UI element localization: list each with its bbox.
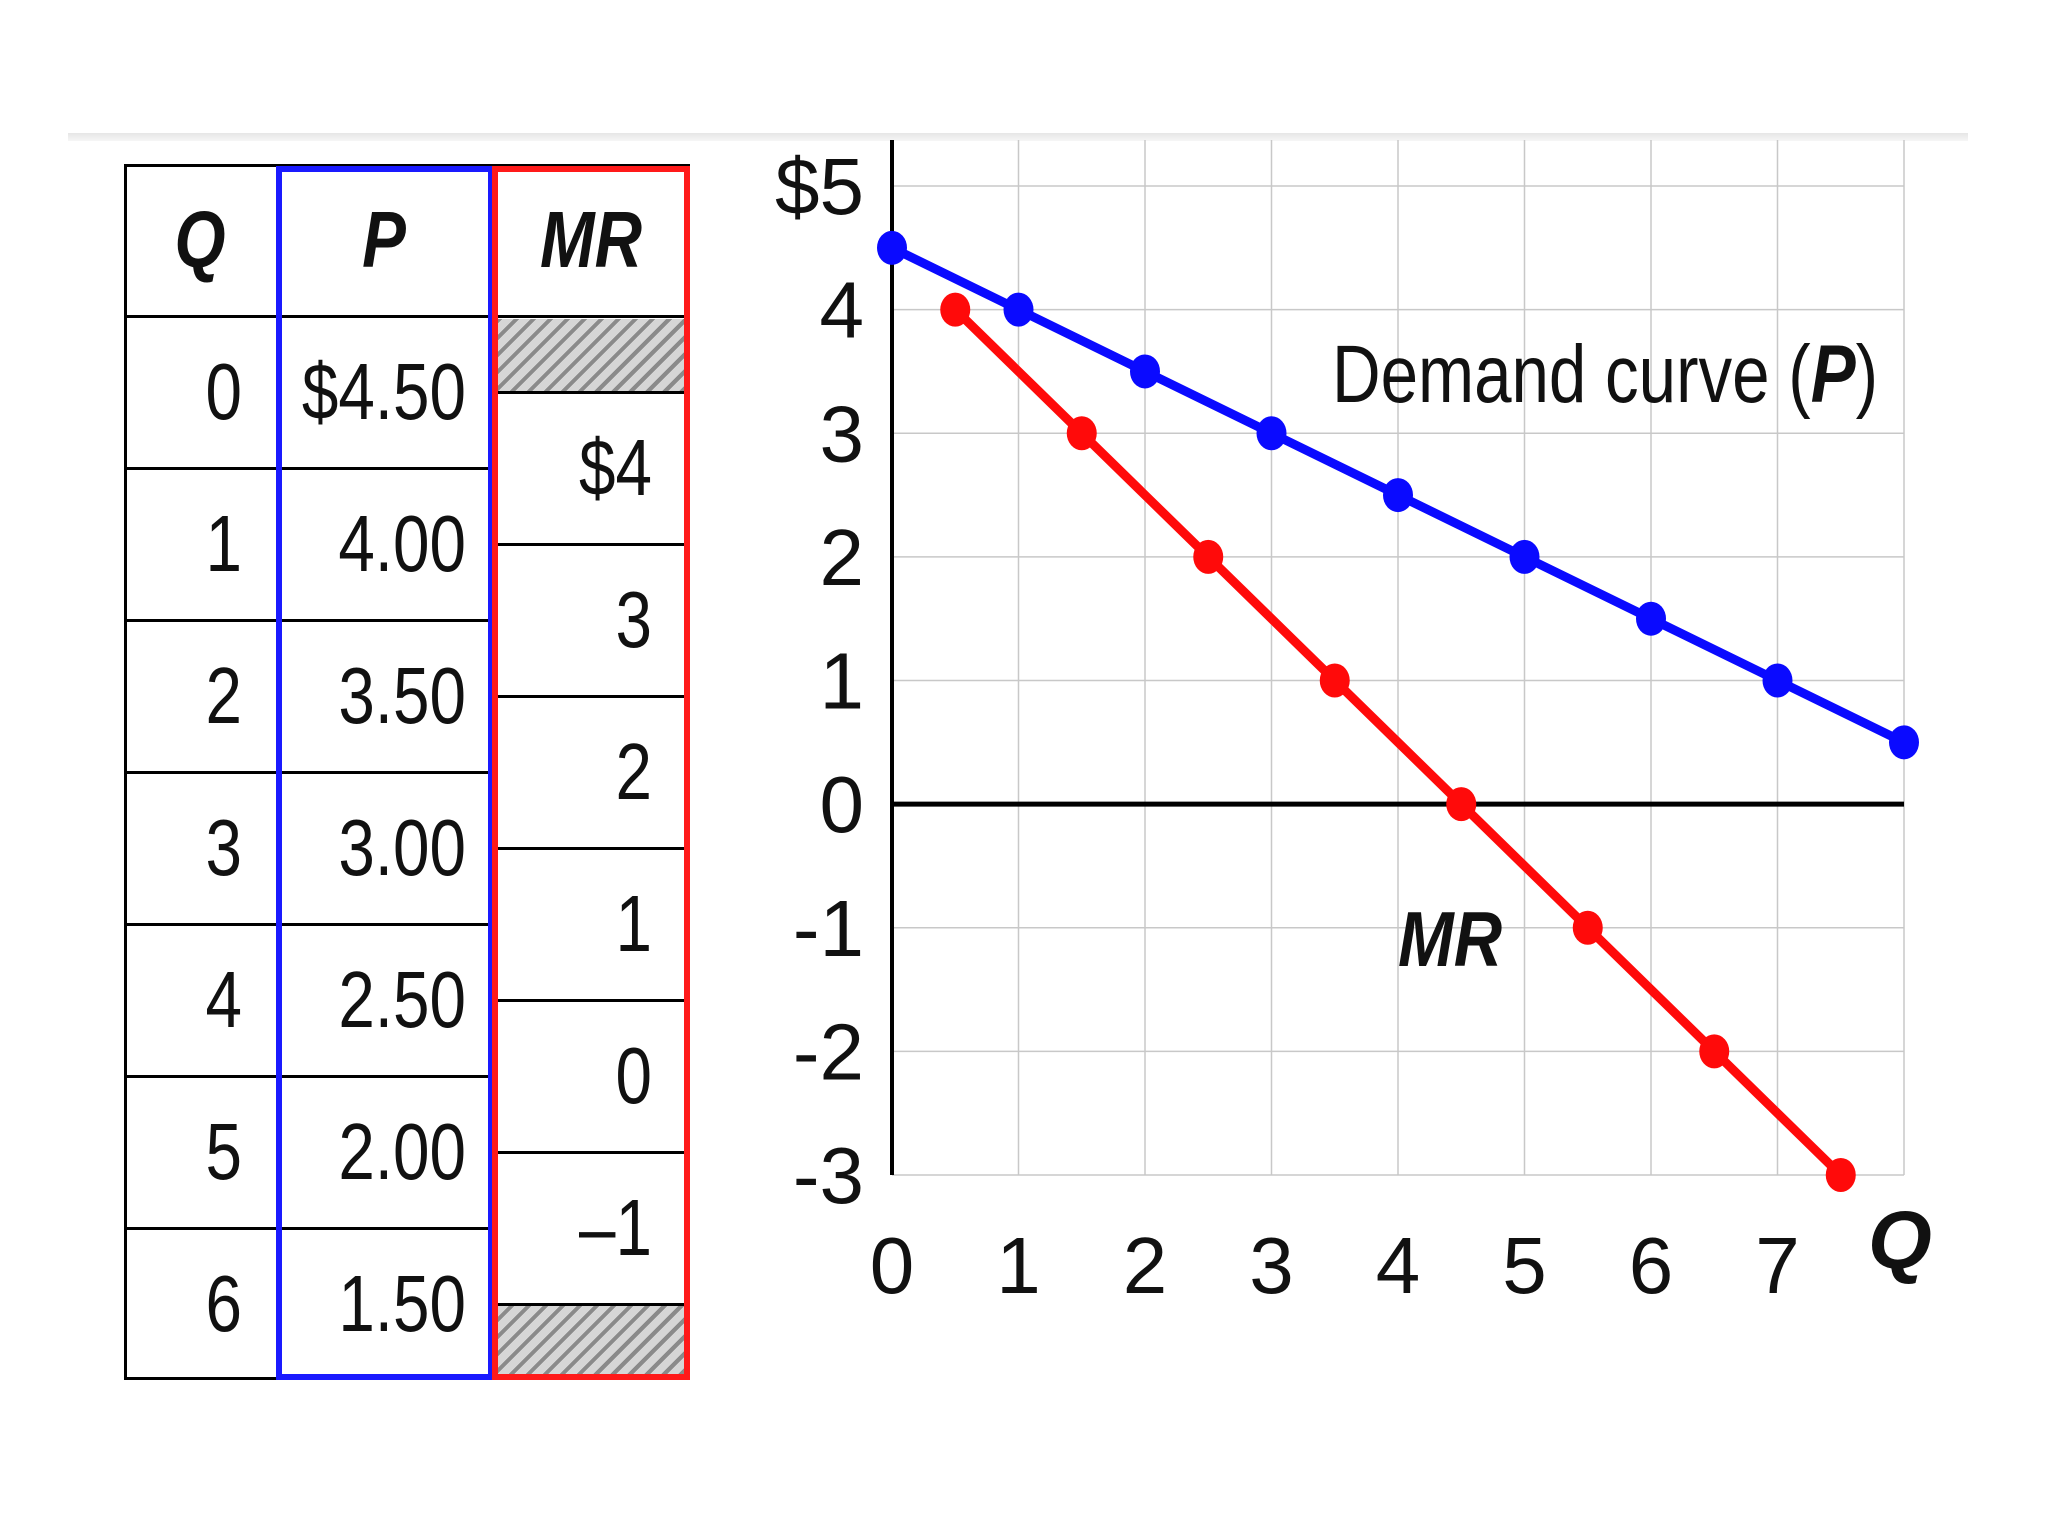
- demand-point: [1256, 416, 1287, 451]
- q-cell: 2: [205, 651, 242, 740]
- mr-cell: 3: [615, 575, 652, 664]
- header-q: Q: [174, 195, 226, 284]
- mr-point: [1193, 539, 1224, 574]
- mr-rule: [492, 695, 690, 698]
- demand-point: [1889, 725, 1919, 760]
- y-tick-label: 3: [820, 389, 865, 478]
- mr-cell: 2: [615, 727, 652, 816]
- p-cell: 1.50: [338, 1259, 466, 1348]
- mr-curve-label: MR: [1398, 895, 1502, 983]
- table-rule: [124, 619, 494, 622]
- x-tick-label: 5: [1502, 1221, 1547, 1310]
- mr-rule: [492, 391, 690, 394]
- p-column-frame: [276, 166, 494, 1380]
- x-tick-label: 7: [1755, 1221, 1800, 1310]
- q-cell: 4: [205, 955, 242, 1044]
- mr-rule: [492, 847, 690, 850]
- mr-point: [1825, 1158, 1856, 1192]
- header-mr: MR: [539, 195, 643, 284]
- y-tick-label: $5: [775, 142, 864, 231]
- demand-point: [877, 230, 907, 265]
- q-cell: 0: [205, 347, 242, 436]
- table-rule: [124, 923, 494, 926]
- mr-rule: [492, 999, 690, 1002]
- mr-cell: $4: [579, 423, 652, 512]
- mr-column-frame: [492, 166, 690, 1380]
- mr-cell: –1: [579, 1183, 652, 1272]
- mr-cell: 1: [615, 879, 652, 968]
- table-rule: [124, 1075, 494, 1078]
- mr-curve-line: [952, 306, 1844, 1179]
- mr-hatched-cell-bottom: [498, 1304, 684, 1374]
- mr-rule: [492, 1303, 690, 1306]
- x-tick-label: 1: [996, 1221, 1041, 1310]
- mr-cell: 0: [615, 1031, 652, 1120]
- demand-point: [1636, 601, 1666, 636]
- x-tick-label: 3: [1249, 1221, 1294, 1310]
- q-cell: 3: [205, 803, 242, 892]
- x-axis-label: Q: [1868, 1195, 1932, 1286]
- q-cell: 5: [205, 1107, 242, 1196]
- demand-point: [1130, 354, 1160, 389]
- p-cell: 3.50: [338, 651, 466, 740]
- p-cell: $4.50: [301, 347, 466, 436]
- x-tick-label: 0: [870, 1221, 915, 1310]
- top-divider: [68, 133, 1968, 141]
- table-rule: [124, 1227, 494, 1230]
- header-p: P: [362, 195, 406, 284]
- y-tick-label: -3: [793, 1131, 864, 1220]
- mr-point: [1699, 1034, 1730, 1069]
- mr-point: [940, 292, 971, 327]
- mr-point: [1066, 416, 1097, 451]
- p-cell: 3.00: [338, 803, 466, 892]
- demand-point: [1762, 663, 1793, 698]
- demand-point: [1003, 292, 1034, 327]
- mr-point: [1319, 663, 1350, 698]
- y-tick-label: -2: [793, 1007, 864, 1096]
- mr-rule: [492, 543, 690, 546]
- chart-grid: [891, 140, 1905, 1176]
- x-tick-label: 2: [1123, 1221, 1168, 1310]
- table-rule: [124, 164, 690, 167]
- mr-rule: [492, 1151, 690, 1154]
- demand-point: [1509, 539, 1540, 574]
- demand-label-prefix: Demand curve (: [1332, 329, 1811, 420]
- q-cell: 1: [205, 499, 242, 588]
- table-rule: [124, 315, 690, 318]
- table-rule: [124, 467, 494, 470]
- demand-curve-label: Demand curve (P): [1332, 329, 1878, 420]
- demand-label-var: P: [1811, 329, 1856, 420]
- y-tick-label: -1: [793, 884, 864, 973]
- chart-series: [877, 230, 1919, 1192]
- table-rule: [124, 164, 127, 1380]
- y-tick-label: 4: [820, 266, 865, 355]
- x-tick-label: 6: [1629, 1221, 1674, 1310]
- p-cell: 2.50: [338, 955, 466, 1044]
- q-cell: 6: [205, 1259, 242, 1348]
- y-tick-label: 0: [820, 760, 865, 849]
- q-p-mr-table: Q P MR 0 1 2 3 4 5 6 $4.50 4.00 3.50 3.0…: [124, 164, 690, 1380]
- demand-label-suffix: ): [1856, 329, 1878, 420]
- p-cell: 4.00: [338, 499, 466, 588]
- mr-hatched-cell-top: [498, 319, 684, 392]
- mr-point: [1446, 787, 1477, 822]
- y-tick-label: 1: [820, 637, 865, 726]
- p-cell: 2.00: [338, 1107, 466, 1196]
- x-tick-label: 4: [1376, 1221, 1421, 1310]
- demand-point: [1383, 478, 1413, 513]
- mr-point: [1572, 910, 1603, 945]
- table-rule: [124, 771, 494, 774]
- y-tick-label: 2: [820, 513, 865, 602]
